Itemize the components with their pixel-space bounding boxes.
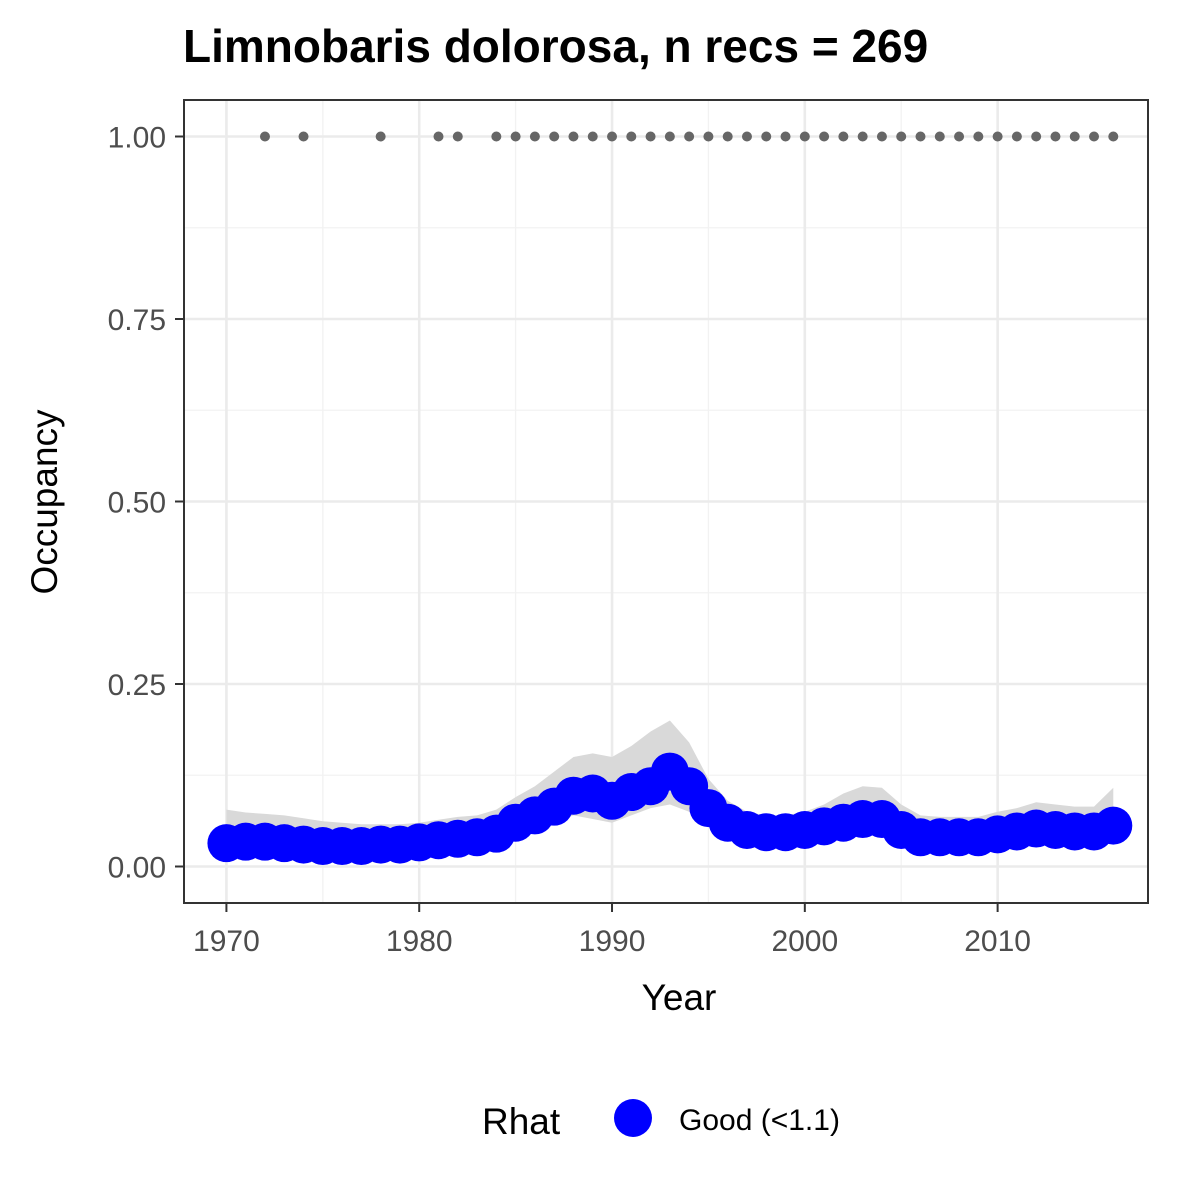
record-point <box>259 131 270 142</box>
record-point <box>1069 131 1080 142</box>
x-axis: 1970 1980 1990 2000 2010 <box>193 903 1031 958</box>
y-tick-label: 0.25 <box>108 669 166 702</box>
chart-title: Limnobaris dolorosa, n recs = 269 <box>183 20 928 72</box>
record-point <box>876 131 887 142</box>
record-point <box>780 131 791 142</box>
record-point <box>1050 131 1061 142</box>
record-point <box>838 131 849 142</box>
plot-panel <box>183 99 1149 904</box>
record-point <box>915 131 926 142</box>
y-tick-label: 0.00 <box>108 852 166 885</box>
record-point <box>568 131 579 142</box>
record-point <box>510 131 521 142</box>
record-point <box>857 131 868 142</box>
record-point <box>375 131 386 142</box>
record-point <box>645 131 656 142</box>
record-point <box>1011 131 1022 142</box>
record-point <box>973 131 984 142</box>
x-tick-label: 1990 <box>579 925 646 958</box>
occupancy-point <box>1094 806 1133 845</box>
record-point <box>896 131 907 142</box>
record-point <box>626 131 637 142</box>
record-point <box>529 131 540 142</box>
record-point <box>452 131 463 142</box>
record-point <box>992 131 1003 142</box>
occupancy-points-layer <box>207 752 1133 866</box>
record-point <box>1031 131 1042 142</box>
record-point <box>954 131 965 142</box>
record-point <box>722 131 733 142</box>
legend-key-good <box>614 1099 652 1137</box>
x-axis-title: Year <box>642 977 717 1018</box>
x-tick-label: 1980 <box>386 925 453 958</box>
record-point <box>761 131 772 142</box>
y-tick-label: 0.50 <box>108 487 166 520</box>
record-point <box>799 131 810 142</box>
y-axis: 0.00 0.25 0.50 0.75 1.00 <box>108 122 184 885</box>
y-axis-title: Occupancy <box>24 409 65 595</box>
y-tick-label: 1.00 <box>108 122 166 155</box>
record-point <box>684 131 695 142</box>
record-point <box>664 131 675 142</box>
legend-title: Rhat <box>482 1101 561 1142</box>
record-point <box>703 131 714 142</box>
record-point <box>819 131 830 142</box>
record-point <box>549 131 560 142</box>
legend-label-good: Good (<1.1) <box>679 1104 840 1137</box>
records-layer <box>259 131 1119 142</box>
x-tick-label: 1970 <box>193 925 260 958</box>
x-tick-label: 2000 <box>771 925 838 958</box>
record-point <box>741 131 752 142</box>
record-point <box>1108 131 1119 142</box>
record-point <box>298 131 309 142</box>
record-point <box>1089 131 1100 142</box>
record-point <box>587 131 598 142</box>
record-point <box>433 131 444 142</box>
record-point <box>491 131 502 142</box>
record-point <box>607 131 618 142</box>
y-tick-label: 0.75 <box>108 304 166 337</box>
x-tick-label: 2010 <box>964 925 1031 958</box>
record-point <box>934 131 945 142</box>
legend: Rhat Good (<1.1) <box>482 1099 840 1142</box>
